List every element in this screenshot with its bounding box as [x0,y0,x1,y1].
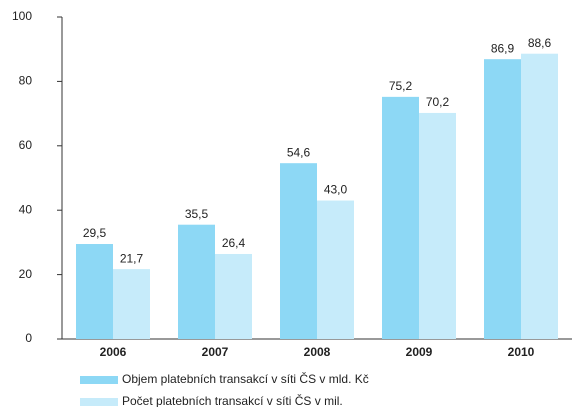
x-tick-label: 2008 [304,345,331,359]
value-label: 21,7 [120,251,144,265]
x-tick-label: 2006 [100,345,127,359]
x-tick-label: 2007 [202,345,229,359]
x-tick-label: 2010 [508,345,535,359]
value-label: 29,5 [83,226,107,240]
bar [484,59,521,339]
bar [113,269,150,339]
y-tick-label: 0 [25,331,32,345]
value-label: 54,6 [287,145,311,159]
bar [382,96,419,339]
bar [215,253,252,339]
legend-swatch [80,398,118,406]
legend-label: Objem platebních transakcí v síti ČS v m… [122,371,369,386]
y-tick-label: 100 [12,9,32,23]
value-label: 88,6 [528,36,552,50]
value-label: 43,0 [324,183,348,197]
bar [317,200,354,339]
value-label: 86,9 [491,41,515,55]
bar [521,53,558,339]
bar [419,112,456,340]
y-tick-label: 40 [19,202,33,216]
bar [280,163,317,339]
x-tick-label: 2009 [406,345,433,359]
value-label: 70,2 [426,95,450,109]
legend-label: Počet platebních transakcí v síti ČS v m… [122,393,343,407]
value-label: 75,2 [389,79,413,93]
bar [178,224,215,339]
value-label: 35,5 [185,207,209,221]
y-tick-label: 20 [19,267,33,281]
bar [76,244,113,339]
y-tick-label: 80 [19,74,33,88]
legend-swatch [80,376,118,384]
y-tick-label: 60 [19,138,33,152]
value-label: 26,4 [222,236,246,250]
